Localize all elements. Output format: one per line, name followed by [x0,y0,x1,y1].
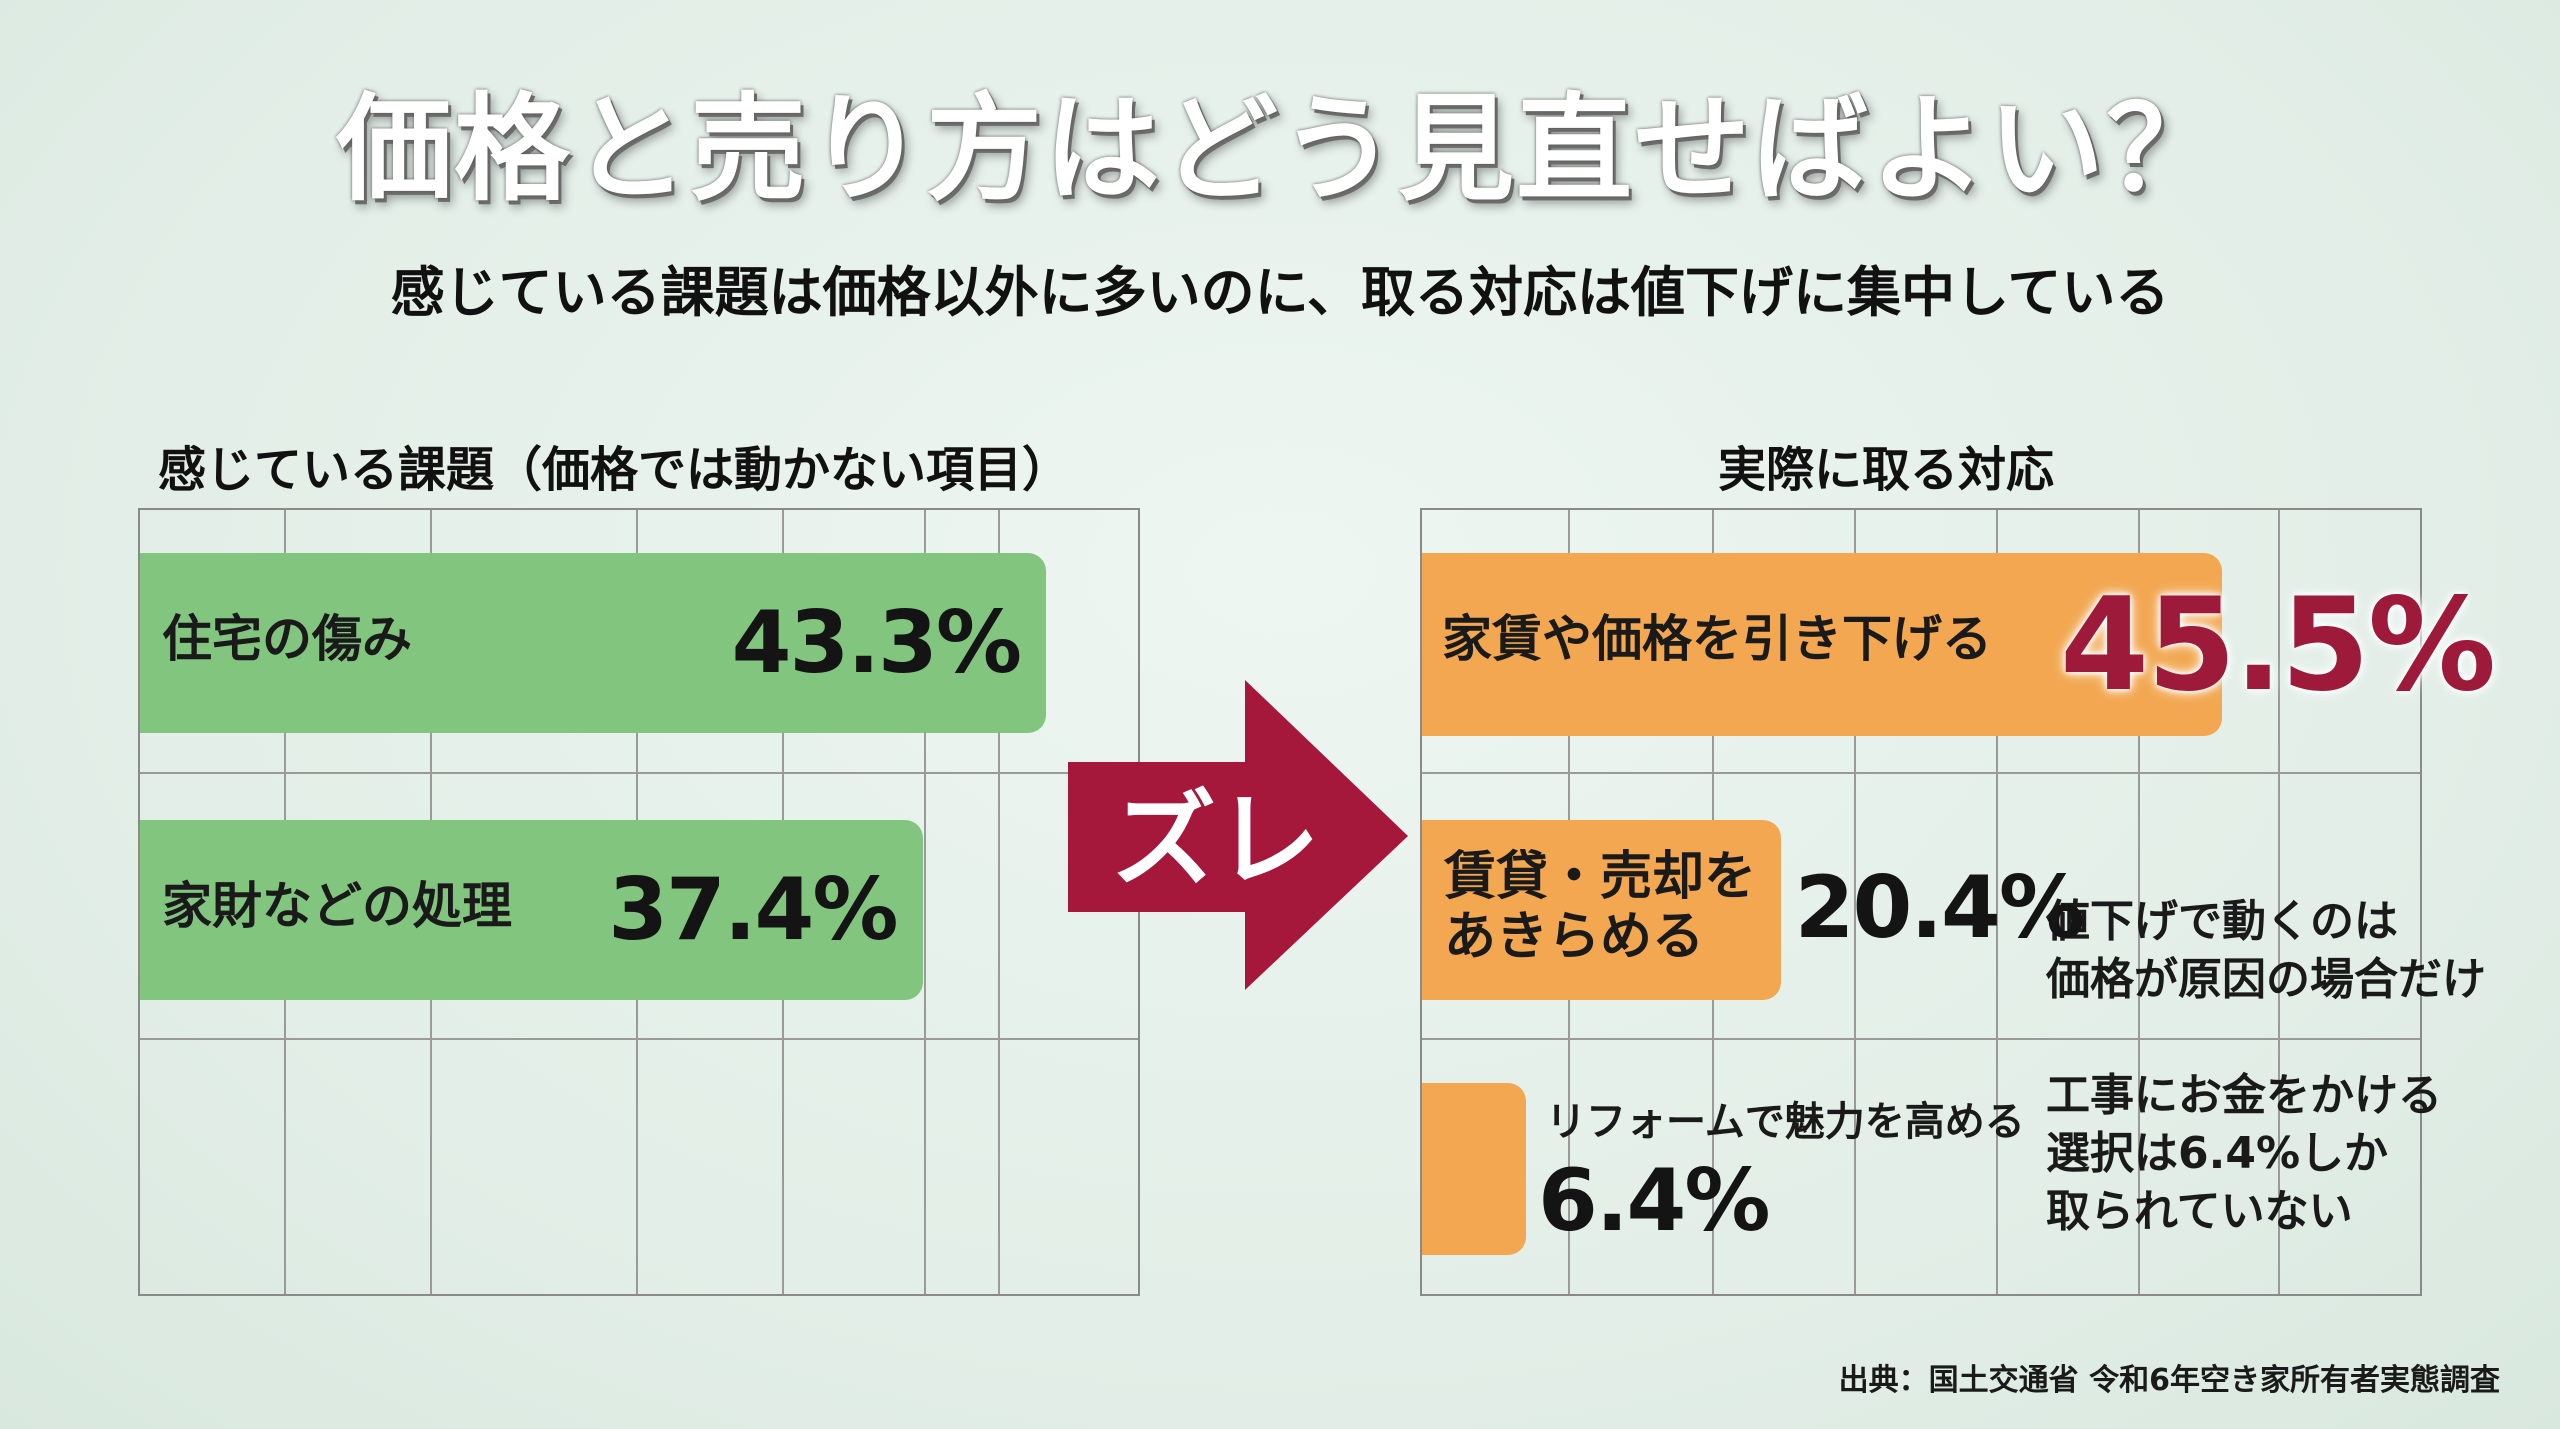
annotation-line: 価格が原因の場合だけ [2046,954,2486,1006]
annotation-text: 値下げで動くのは価格が原因の場合だけ [2046,893,2486,1009]
left-chart-title: 感じている課題（価格では動かない項目） [158,442,1071,498]
category-label-line: 家賃や価格を引き下げる [1442,610,1992,668]
annotation-line: 選択は6.4%しか [2046,1128,2389,1180]
source-note: 出典：国土交通省 令和6年空き家所有者実態調査 [1838,1363,2500,1398]
arrow-right-icon: ズレ [1068,680,1408,990]
chart-bar [1422,1083,1526,1255]
category-label-line: リフォームで魅力を高める [1546,1099,2025,1145]
grid-line [140,1038,1138,1040]
right-chart-title: 実際に取る対応 [1718,442,2055,498]
category-label-line: あきらめる [1444,906,1705,967]
data-label: 37.4% [608,860,898,960]
category-label: リフォームで魅力を高める [1546,1099,2025,1145]
annotation-line: 値下げで動くのは [2046,896,2398,947]
grid-line [1996,510,1998,1294]
grid-line [2138,510,2140,1294]
annotation-line: 工事にお金をかける [2046,1070,2442,1121]
grid-line [1422,772,2420,774]
category-label: 家賃や価格を引き下げる [1442,610,1992,669]
chart-bar [1422,553,2222,736]
grid-line [1422,1038,2420,1040]
data-label: 43.3% [731,593,1022,693]
chart-bar [140,820,923,1000]
page-title: 価格と売り方はどう見直せばよい？ [336,82,2224,217]
category-label: 賃貸・売却を あきらめる [1444,847,1757,968]
category-label: 住宅の傷み [162,610,412,668]
grid-line [2278,510,2280,1294]
chart-bar [140,553,1046,733]
annotation-text: 工事にお金をかける 選択は6.4%しか 取られていない [2046,1067,2442,1241]
grid-line [1854,510,1856,1294]
page-subtitle: 感じている課題は価格以外に多いのに、取る対応は値下げに集中している [390,261,2170,324]
grid-line [998,510,1000,1294]
category-label: 家財などの処理 [162,877,512,935]
arrow-label: ズレ [1112,779,1320,901]
data-label: 6.4% [1538,1151,1771,1251]
annotation-line: 取られていない [2046,1186,2353,1238]
category-label-line: 賃貸・売却を [1444,847,1757,907]
data-label: 45.5% [2060,571,2496,720]
grid-line [924,510,926,1294]
data-label: 20.4% [1794,858,2085,958]
grid-line [140,772,1138,774]
chart-bar [1422,820,1781,1000]
